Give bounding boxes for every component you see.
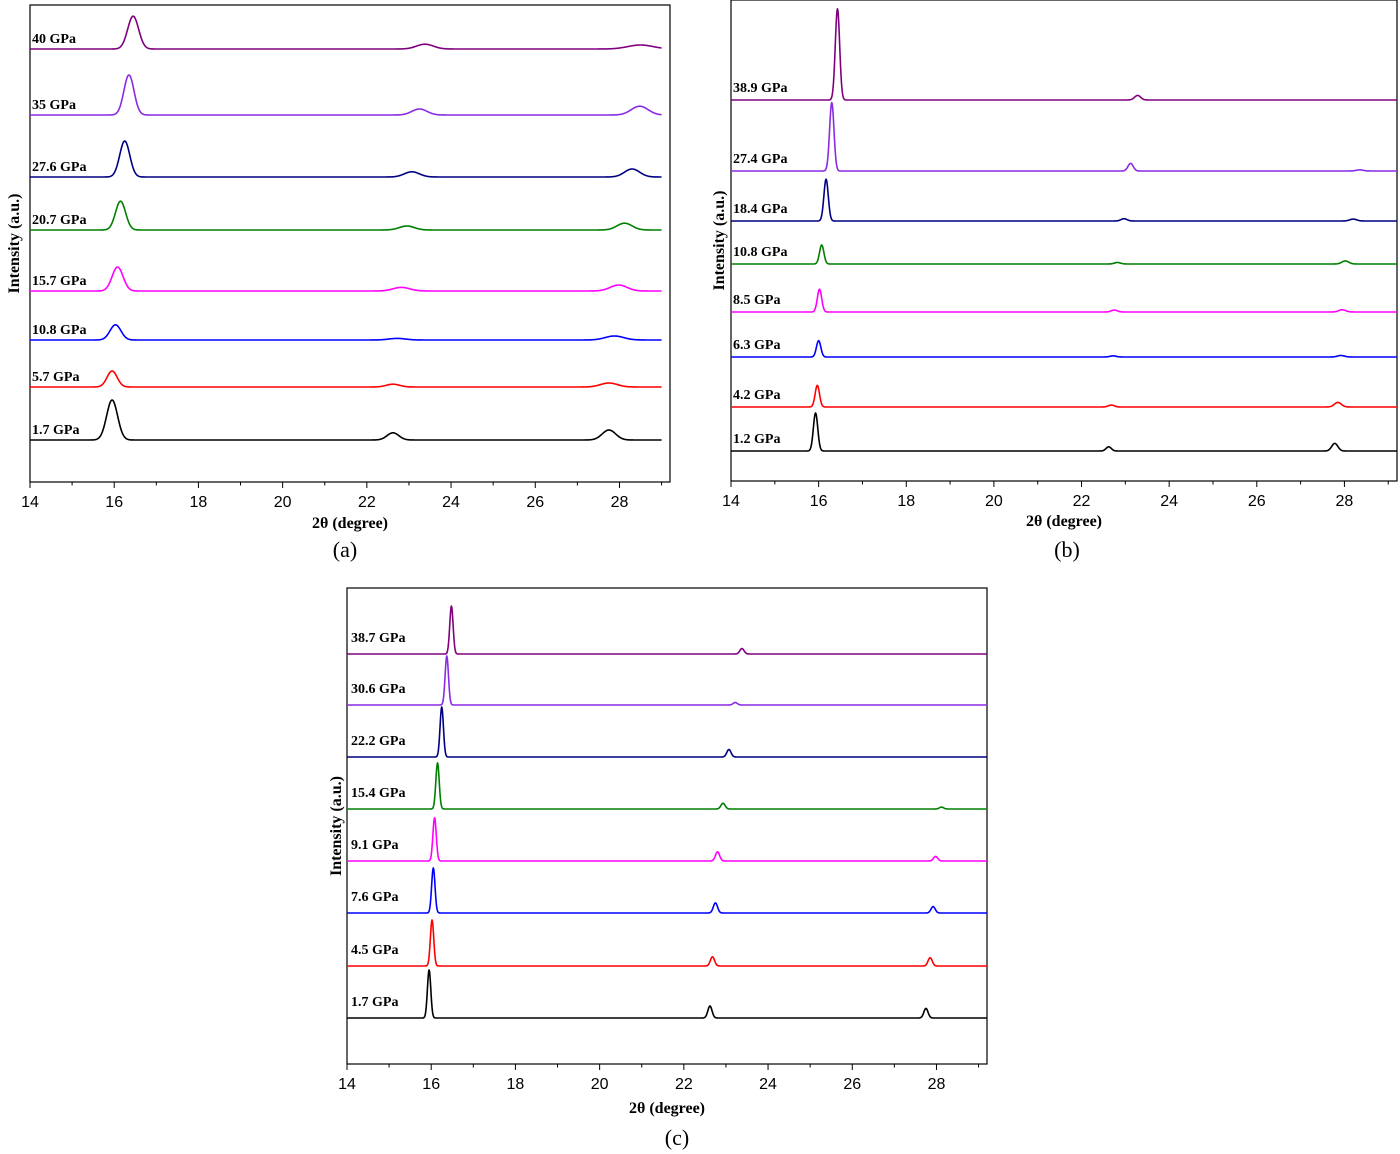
- series-line-1: [29, 399, 662, 441]
- x-tick-label: 16: [105, 494, 123, 511]
- y-axis-title: Intensity (a.u.): [328, 776, 345, 876]
- x-axis-title: 2θ (degree): [629, 1100, 705, 1117]
- series-label-1: 1.7 GPa: [351, 995, 398, 1010]
- series-line-8: [730, 8, 1398, 101]
- series-line-4: [29, 266, 662, 292]
- chart-panel-1: 14 16 18 20 22 24 26 28 2θ (degree) Intensity (a.…: [6, 4, 671, 562]
- plot-frame: [730, 0, 1398, 482]
- x-tick-label: 22: [358, 494, 376, 511]
- series-label-3: 6.3 GPa: [733, 338, 780, 353]
- series-label-4: 8.5 GPa: [733, 293, 780, 308]
- series-label-5: 10.8 GPa: [733, 245, 787, 260]
- series-label-2: 4.2 GPa: [733, 388, 780, 403]
- x-tick-label: 28: [928, 1076, 946, 1093]
- series-line-1: [346, 969, 988, 1019]
- x-axis-title: 2θ (degree): [1026, 513, 1102, 530]
- series-label-8: 38.9 GPa: [733, 81, 787, 96]
- panel-caption: (b): [1054, 537, 1080, 562]
- x-tick-label: 24: [1160, 493, 1178, 510]
- series-label-5: 20.7 GPa: [32, 213, 86, 228]
- chart-panel-3: 14 16 18 20 22 24 26 28 2θ (degree) Intensity (a.…: [328, 587, 988, 1150]
- series-label-8: 38.7 GPa: [351, 631, 405, 646]
- x-tick-label: 28: [1336, 493, 1354, 510]
- x-tick-label: 26: [843, 1076, 861, 1093]
- series-label-7: 35 GPa: [32, 98, 76, 113]
- series-line-1: [730, 412, 1398, 452]
- y-axis-title: Intensity (a.u.): [6, 193, 23, 293]
- x-tick-label: 20: [591, 1076, 609, 1093]
- series-line-2: [730, 384, 1398, 408]
- y-axis-title: Intensity (a.u.): [711, 190, 728, 290]
- x-tick-label: 26: [1248, 493, 1266, 510]
- series-label-4: 15.7 GPa: [32, 274, 86, 289]
- series-line-7: [29, 74, 662, 116]
- series-line-3: [730, 339, 1398, 358]
- series-line-5: [346, 762, 988, 810]
- series-label-2: 5.7 GPa: [32, 370, 79, 385]
- series-label-6: 22.2 GPa: [351, 734, 405, 749]
- series-line-3: [346, 867, 988, 914]
- series-label-3: 7.6 GPa: [351, 890, 398, 905]
- series-line-7: [730, 101, 1398, 172]
- x-tick-label: 20: [985, 493, 1003, 510]
- x-tick-label: 24: [442, 494, 460, 511]
- series-line-3: [29, 324, 662, 341]
- x-tick-label: 16: [422, 1076, 440, 1093]
- series-line-4: [346, 816, 988, 862]
- series-line-2: [346, 919, 988, 967]
- series-line-6: [730, 178, 1398, 222]
- series-label-1: 1.2 GPa: [733, 432, 780, 447]
- panel-caption: (a): [333, 537, 357, 562]
- series-line-2: [29, 370, 662, 388]
- plot-frame: [346, 587, 988, 1065]
- series-line-5: [29, 200, 662, 231]
- series-line-6: [346, 706, 988, 758]
- series-line-7: [346, 655, 988, 706]
- series-line-8: [346, 605, 988, 655]
- x-tick-label: 18: [190, 494, 208, 511]
- x-tick-label: 28: [611, 494, 629, 511]
- series-line-4: [730, 288, 1398, 313]
- series-label-6: 18.4 GPa: [733, 202, 787, 217]
- plot-frame: [29, 4, 671, 483]
- x-tick-label: 14: [338, 1076, 356, 1093]
- series-label-5: 15.4 GPa: [351, 786, 405, 801]
- x-tick-label: 18: [897, 493, 915, 510]
- x-axis-title: 2θ (degree): [312, 515, 388, 532]
- series-label-8: 40 GPa: [32, 32, 76, 47]
- series-label-1: 1.7 GPa: [32, 423, 79, 438]
- panel-caption: (c): [665, 1125, 689, 1150]
- x-tick-label: 22: [675, 1076, 693, 1093]
- x-tick-label: 24: [759, 1076, 777, 1093]
- series-label-6: 27.6 GPa: [32, 160, 86, 175]
- series-line-5: [730, 244, 1398, 265]
- series-label-4: 9.1 GPa: [351, 838, 398, 853]
- series-label-7: 27.4 GPa: [733, 152, 787, 167]
- x-tick-label: 20: [274, 494, 292, 511]
- x-tick-label: 18: [507, 1076, 525, 1093]
- x-tick-label: 26: [526, 494, 544, 511]
- x-tick-label: 16: [810, 493, 828, 510]
- series-line-8: [29, 15, 662, 50]
- series-label-2: 4.5 GPa: [351, 943, 398, 958]
- series-label-7: 30.6 GPa: [351, 682, 405, 697]
- series-line-6: [29, 140, 662, 178]
- series-label-3: 10.8 GPa: [32, 323, 86, 338]
- x-tick-label: 22: [1073, 493, 1091, 510]
- chart-panel-2: 14 16 18 20 22 24 26 28 2θ (degree) Intensity (a.…: [711, 0, 1398, 562]
- x-tick-label: 14: [722, 493, 740, 510]
- x-tick-label: 14: [21, 494, 39, 511]
